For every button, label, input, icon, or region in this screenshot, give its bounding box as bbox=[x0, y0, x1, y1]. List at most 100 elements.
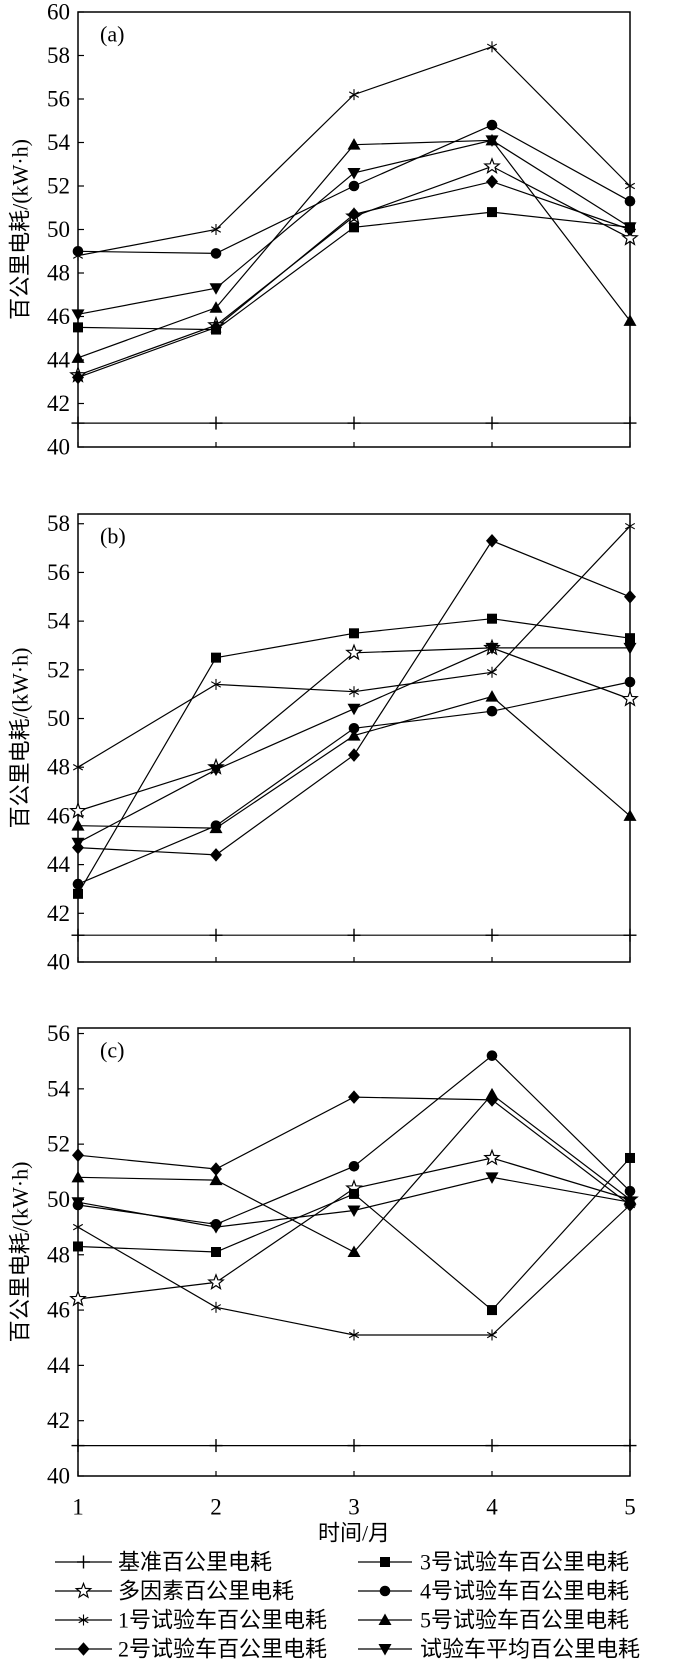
point-a-4-3 bbox=[487, 207, 497, 218]
point-a-2-3 bbox=[486, 41, 498, 53]
ytick-label-b-8: 56 bbox=[47, 560, 70, 585]
point-b-6-2 bbox=[347, 729, 361, 741]
point-c-1-1 bbox=[207, 1273, 225, 1290]
point-c-2-2 bbox=[348, 1329, 360, 1341]
point-b-0-1 bbox=[209, 928, 223, 942]
ytick-label-b-0: 40 bbox=[47, 950, 70, 975]
ytick-label-b-9: 58 bbox=[47, 511, 70, 536]
point-b-5-4 bbox=[624, 676, 636, 688]
point-a-6-0 bbox=[71, 351, 85, 363]
point-a-7-2 bbox=[347, 167, 361, 180]
point-a-4-2 bbox=[349, 222, 359, 233]
point-c-4-4 bbox=[625, 1152, 635, 1163]
point-b-1-2 bbox=[345, 643, 363, 661]
point-b-5-3 bbox=[486, 705, 498, 717]
point-a-4-1 bbox=[211, 324, 221, 335]
point-c-0-0 bbox=[71, 1439, 85, 1453]
ytick-label-c-1: 42 bbox=[47, 1408, 70, 1433]
xtick-label-c-1: 2 bbox=[210, 1495, 222, 1520]
point-a-7-3 bbox=[485, 135, 499, 147]
point-a-6-1 bbox=[209, 301, 223, 313]
point-b-7-4 bbox=[623, 642, 637, 655]
point-a-0-0 bbox=[71, 416, 85, 430]
point-a-3-2 bbox=[348, 207, 360, 222]
point-a-0-1 bbox=[209, 416, 223, 430]
legend-label-6: 5号试验车百公里电耗 bbox=[420, 1608, 629, 1633]
point-b-6-4 bbox=[623, 809, 637, 821]
point-b-6-0 bbox=[71, 819, 85, 831]
point-a-0-2 bbox=[347, 416, 361, 430]
point-b-7-0 bbox=[71, 837, 85, 850]
legend-marker-0 bbox=[77, 1555, 90, 1569]
point-b-2-4 bbox=[624, 520, 636, 532]
legend-entry-4: 3号试验车百公里电耗 bbox=[358, 1550, 629, 1575]
ytick-label-a-7: 54 bbox=[47, 130, 71, 155]
point-c-7-2 bbox=[347, 1205, 361, 1218]
legend-label-5: 4号试验车百公里电耗 bbox=[420, 1579, 629, 1604]
ytick-label-a-4: 48 bbox=[47, 261, 70, 286]
point-b-5-2 bbox=[348, 722, 360, 734]
point-b-4-0 bbox=[73, 888, 83, 899]
point-c-4-2 bbox=[349, 1188, 359, 1199]
xtick-label-c-0: 1 bbox=[72, 1495, 84, 1520]
point-a-7-1 bbox=[209, 283, 223, 295]
panel-c: 40 42 44 46 48 50 52 54 56 1 2 3 4 5 时间/月 百公里电耗/(kW·h) (… bbox=[8, 1021, 639, 1546]
point-b-1-4 bbox=[621, 689, 639, 707]
point-c-3-0 bbox=[72, 1148, 84, 1163]
legend-marker-1 bbox=[74, 1581, 93, 1599]
legend-entry-7: 试验车平均百公里电耗 bbox=[358, 1637, 640, 1662]
ytick-label-a-0: 40 bbox=[47, 435, 70, 460]
ytick-label-a-8: 56 bbox=[47, 87, 70, 112]
point-b-5-0 bbox=[72, 878, 84, 890]
ytick-label-c-8: 56 bbox=[47, 1021, 70, 1046]
point-a-5-1 bbox=[210, 248, 222, 259]
point-c-0-4 bbox=[623, 1439, 637, 1453]
point-c-7-1 bbox=[209, 1222, 223, 1234]
point-c-4-1 bbox=[211, 1247, 221, 1257]
point-c-1-0 bbox=[69, 1289, 87, 1307]
xtick-label-c-3: 4 bbox=[486, 1495, 498, 1520]
ytick-label-a-1: 42 bbox=[47, 391, 70, 416]
ytick-label-c-0: 40 bbox=[47, 1464, 70, 1489]
point-b-0-3 bbox=[485, 928, 499, 942]
ytick-label-b-7: 54 bbox=[47, 609, 71, 634]
point-a-5-2 bbox=[348, 180, 360, 192]
legend-marker-2 bbox=[78, 1614, 89, 1626]
legend-entry-1: 多因素百公里电耗 bbox=[55, 1579, 294, 1604]
point-a-4-0 bbox=[73, 322, 83, 333]
point-b-6-1 bbox=[209, 821, 223, 834]
point-a-3-3 bbox=[486, 174, 498, 189]
point-a-3-0 bbox=[72, 370, 84, 385]
point-b-7-2 bbox=[347, 703, 361, 716]
ytick-label-c-4: 48 bbox=[47, 1242, 70, 1267]
legend-label-1: 多因素百公里电耗 bbox=[118, 1579, 294, 1604]
panel-b: 40 42 44 46 48 50 52 54 56 58 百公里电耗/(kW·h) (b) bbox=[8, 511, 639, 975]
point-a-1-4 bbox=[621, 228, 639, 246]
panel-label-c: (c) bbox=[100, 1038, 124, 1063]
legend-entry-5: 4号试验车百公里电耗 bbox=[358, 1579, 629, 1604]
point-c-5-3 bbox=[486, 1050, 498, 1061]
point-c-6-2 bbox=[347, 1245, 361, 1257]
ytick-label-c-6: 52 bbox=[47, 1132, 70, 1157]
point-b-0-2 bbox=[347, 928, 361, 942]
point-c-0-2 bbox=[347, 1439, 361, 1453]
point-c-6-0 bbox=[71, 1170, 85, 1183]
point-a-5-4 bbox=[624, 195, 636, 207]
ytick-label-c-7: 54 bbox=[47, 1076, 71, 1101]
x-axis-title-c: 时间/月 bbox=[318, 1521, 390, 1546]
point-a-1-3 bbox=[483, 157, 501, 174]
point-b-3-3 bbox=[486, 533, 498, 548]
point-c-3-2 bbox=[348, 1090, 360, 1104]
point-a-5-3 bbox=[486, 119, 498, 131]
point-b-3-4 bbox=[624, 589, 636, 604]
point-c-0-1 bbox=[209, 1439, 223, 1453]
point-b-2-3 bbox=[486, 666, 498, 678]
point-a-0-4 bbox=[623, 416, 637, 430]
point-a-7-0 bbox=[71, 309, 85, 321]
point-c-7-4 bbox=[623, 1197, 637, 1209]
point-b-1-0 bbox=[69, 801, 87, 819]
ytick-label-a-3: 46 bbox=[47, 304, 70, 329]
ytick-label-a-2: 44 bbox=[47, 348, 71, 373]
legend-label-0: 基准百公里电耗 bbox=[118, 1550, 272, 1575]
